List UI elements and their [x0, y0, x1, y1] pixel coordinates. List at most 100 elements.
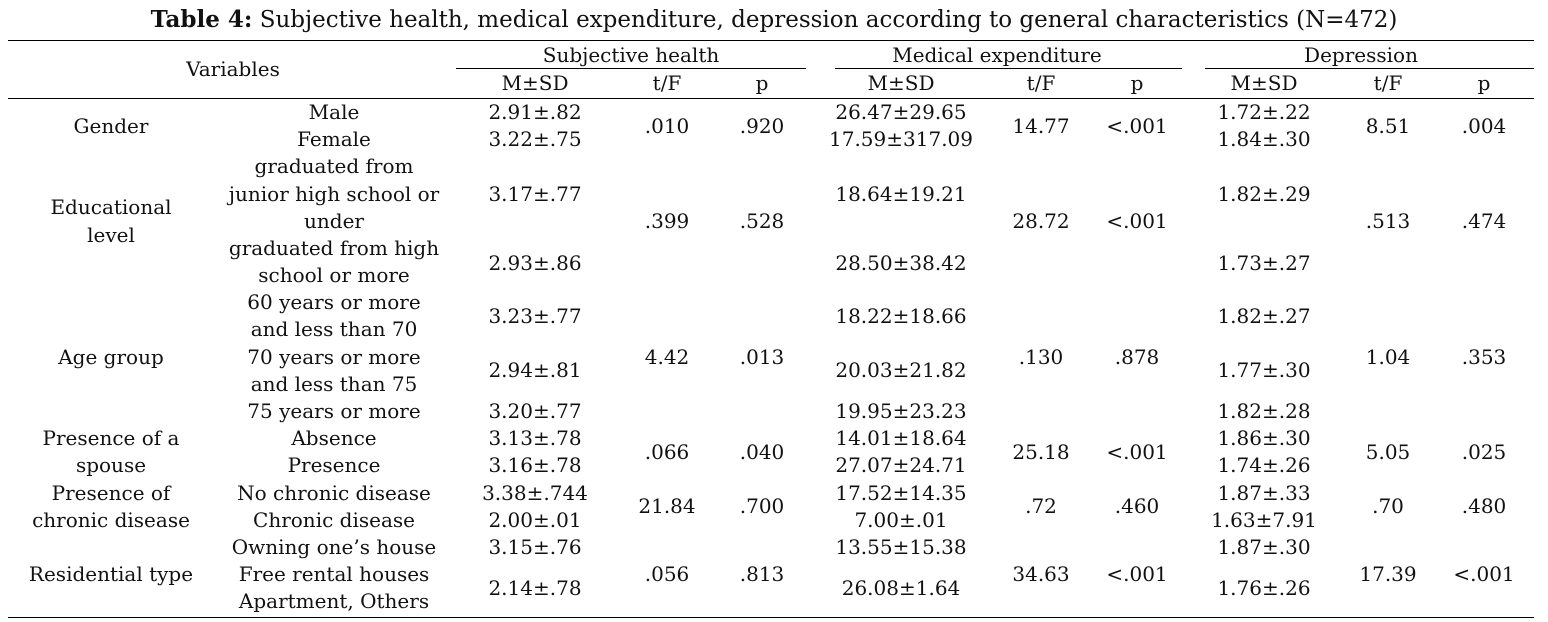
cell-edu-de-msd-1: 1.82±.29 — [1217, 182, 1311, 206]
cell-gender-sh-msd-1: 2.91±.82 — [488, 100, 582, 124]
subgroup-female: Female — [297, 127, 371, 151]
cell-edu-sh-tf: .399 — [644, 209, 690, 233]
cell-res-me-msd-2: 26.08±1.64 — [841, 576, 961, 600]
cell-edu-me-msd-1: 18.64±19.21 — [835, 182, 967, 206]
cell-edu-me-tf: 28.72 — [1012, 209, 1070, 233]
col-header-de-tf: t/F — [1373, 71, 1403, 95]
cell-chronic-de-p: .480 — [1461, 494, 1507, 518]
cell-res-sh-msd-2: 2.14±.78 — [488, 576, 582, 600]
bottom-rule — [8, 617, 1534, 618]
cell-spouse-de-msd-2: 1.74±.26 — [1217, 453, 1311, 477]
row-label-spouse-1: Presence of a — [42, 426, 180, 450]
cell-res-de-msd-1: 1.87±.30 — [1217, 535, 1311, 559]
cell-edu-sh-msd-1: 3.17±.77 — [488, 182, 582, 206]
cell-edu-de-msd-2: 1.73±.27 — [1217, 251, 1311, 275]
cell-age-sh-msd-1: 3.23±.77 — [488, 304, 582, 328]
cell-gender-de-msd-1: 1.72±.22 — [1217, 100, 1311, 124]
cell-gender-sh-tf: .010 — [644, 114, 690, 138]
subgroup-age-70-75-1: 70 years or more — [247, 345, 421, 369]
subgroup-age-75-plus: 75 years or more — [247, 399, 421, 423]
cell-spouse-sh-msd-1: 3.13±.78 — [488, 426, 582, 450]
subgroup-junior-high-3: under — [304, 209, 364, 233]
cell-gender-de-p: .004 — [1461, 114, 1507, 138]
cell-edu-de-p: .474 — [1461, 209, 1507, 233]
cell-chronic-sh-p: .700 — [739, 494, 785, 518]
cell-age-sh-p: .013 — [739, 345, 785, 369]
group-rule-sh — [456, 68, 806, 69]
group-header-medical-expenditure: Medical expenditure — [892, 43, 1102, 67]
cell-age-me-msd-3: 19.95±23.23 — [835, 399, 967, 423]
cell-chronic-me-msd-1: 17.52±14.35 — [835, 481, 967, 505]
cell-gender-sh-msd-2: 3.22±.75 — [488, 127, 582, 151]
cell-age-de-msd-3: 1.82±.28 — [1217, 399, 1311, 423]
cell-edu-sh-p: .528 — [739, 209, 785, 233]
cell-age-sh-msd-3: 3.20±.77 — [488, 399, 582, 423]
variables-header: Variables — [186, 57, 280, 81]
cell-res-sh-tf: .056 — [644, 562, 690, 586]
cell-age-de-msd-1: 1.82±.27 — [1217, 304, 1311, 328]
cell-chronic-sh-tf: 21.84 — [638, 494, 696, 518]
row-label-education-2: level — [87, 223, 135, 247]
cell-res-de-msd-2: 1.76±.26 — [1217, 576, 1311, 600]
cell-edu-me-p: <.001 — [1106, 209, 1168, 233]
cell-spouse-me-msd-2: 27.07±24.71 — [835, 453, 967, 477]
cell-chronic-me-msd-2: 7.00±.01 — [854, 508, 948, 532]
row-label-education-1: Educational — [50, 195, 172, 219]
cell-spouse-de-p: .025 — [1461, 440, 1507, 464]
cell-age-me-p: .878 — [1114, 345, 1160, 369]
cell-chronic-de-msd-1: 1.87±.33 — [1217, 481, 1311, 505]
cell-gender-de-tf: 8.51 — [1365, 114, 1411, 138]
row-label-residential: Residential type — [28, 562, 194, 586]
cell-res-sh-msd-1: 3.15±.76 — [488, 535, 582, 559]
cell-spouse-sh-tf: .066 — [644, 440, 690, 464]
cell-age-me-msd-2: 20.03±21.82 — [835, 358, 967, 382]
cell-gender-me-msd-2: 17.59±317.09 — [829, 127, 973, 151]
cell-chronic-sh-msd-2: 2.00±.01 — [488, 508, 582, 532]
row-label-spouse-2: spouse — [75, 453, 147, 477]
cell-res-sh-p: .813 — [739, 562, 785, 586]
group-header-depression: Depression — [1304, 43, 1418, 67]
subgroup-high-school-1: graduated from high — [228, 236, 440, 260]
subgroup-presence: Presence — [287, 453, 381, 477]
subgroup-age-60-70-1: 60 years or more — [247, 290, 421, 314]
cell-spouse-sh-p: .040 — [739, 440, 785, 464]
col-header-sh-tf: t/F — [652, 71, 682, 95]
header-bottom-rule — [8, 98, 1534, 99]
row-label-chronic-1: Presence of — [51, 481, 171, 505]
subgroup-age-60-70-2: and less than 70 — [250, 317, 418, 341]
cell-edu-me-msd-2: 28.50±38.42 — [835, 251, 967, 275]
subgroup-absence: Absence — [291, 426, 377, 450]
cell-age-sh-msd-2: 2.94±.81 — [488, 358, 582, 382]
row-label-gender: Gender — [73, 114, 149, 138]
cell-spouse-me-p: <.001 — [1106, 440, 1168, 464]
cell-res-me-msd-1: 13.55±15.38 — [835, 535, 967, 559]
cell-chronic-me-tf: .72 — [1025, 494, 1057, 518]
subgroup-chronic: Chronic disease — [253, 508, 415, 532]
cell-chronic-de-msd-2: 1.63±7.91 — [1211, 508, 1317, 532]
col-header-de-p: p — [1477, 71, 1491, 95]
group-header-subjective-health: Subjective health — [542, 43, 720, 67]
cell-res-de-p: <.001 — [1453, 562, 1515, 586]
subgroup-no-chronic: No chronic disease — [237, 481, 431, 505]
subgroup-owning-house: Owning one’s house — [231, 535, 437, 559]
subgroup-age-70-75-2: and less than 75 — [250, 372, 418, 396]
subgroup-free-rental: Free rental houses — [238, 562, 430, 586]
cell-edu-sh-msd-2: 2.93±.86 — [488, 251, 582, 275]
row-label-age-group: Age group — [58, 345, 164, 369]
cell-age-de-p: .353 — [1461, 345, 1507, 369]
cell-gender-me-p: <.001 — [1106, 114, 1168, 138]
cell-spouse-de-msd-1: 1.86±.30 — [1217, 426, 1311, 450]
cell-gender-me-msd-1: 26.47±29.65 — [835, 100, 967, 124]
col-header-de-msd: M±SD — [1230, 71, 1298, 95]
col-header-sh-msd: M±SD — [501, 71, 569, 95]
cell-age-me-tf: .130 — [1018, 345, 1064, 369]
cell-chronic-de-tf: .70 — [1372, 494, 1404, 518]
table-caption: Table 4: Subjective health, medical expe… — [0, 5, 1548, 35]
subgroup-male: Male — [308, 100, 360, 124]
cell-gender-me-tf: 14.77 — [1012, 114, 1070, 138]
col-header-me-msd: M±SD — [867, 71, 935, 95]
cell-chronic-sh-msd-1: 3.38±.744 — [482, 481, 588, 505]
top-rule — [8, 40, 1534, 41]
col-header-me-p: p — [1130, 71, 1144, 95]
cell-res-me-p: <.001 — [1106, 562, 1168, 586]
